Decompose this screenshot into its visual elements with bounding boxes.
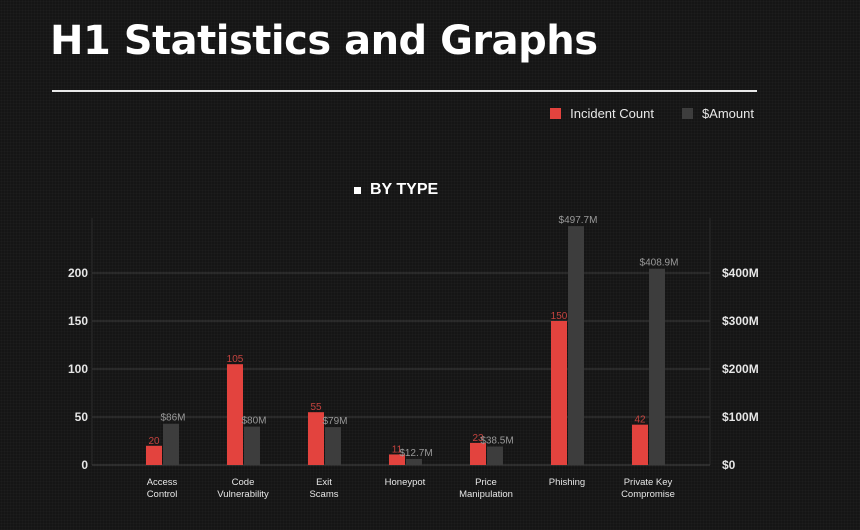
y-left-tick-label: 150 xyxy=(68,314,88,328)
bar-amount xyxy=(649,268,665,465)
bar-amount xyxy=(568,226,584,465)
x-tick-label: Scams xyxy=(309,489,338,500)
y-right-tick-label: $300M xyxy=(722,314,759,328)
x-tick-label: Compromise xyxy=(621,489,675,500)
data-label-incident-count: 23 xyxy=(472,433,484,444)
chart-title-text: BY TYPE xyxy=(370,181,439,198)
y-right-tick-label: $200M xyxy=(722,362,759,376)
bar-amount xyxy=(487,446,503,465)
y-left-tick-label: 0 xyxy=(81,458,88,472)
x-tick-label: Private Key xyxy=(624,477,673,488)
data-label-incident-count: 11 xyxy=(392,444,403,455)
x-tick-label: Code xyxy=(232,477,255,488)
y-right-tick-label: $400M xyxy=(722,266,759,280)
data-label-incident-count: 150 xyxy=(551,311,568,322)
bar-incident-count xyxy=(470,442,486,465)
bar-amount xyxy=(406,458,422,465)
legend-item-amount: $Amount xyxy=(681,106,754,121)
data-label-amount: $80M xyxy=(241,416,266,427)
x-tick-label: Manipulation xyxy=(459,489,513,500)
bar-amount xyxy=(244,426,260,465)
chart-legend: Incident Count $Amount xyxy=(550,106,754,121)
data-label-amount: $12.7M xyxy=(399,448,432,459)
x-tick-label: Access xyxy=(147,477,178,488)
y-right-tick-label: $100M xyxy=(722,410,759,424)
data-label-amount: $408.9M xyxy=(640,258,679,269)
data-label-incident-count: 20 xyxy=(148,436,160,447)
bar-incident-count xyxy=(146,445,162,465)
chart-title: BY TYPE xyxy=(354,181,438,199)
x-tick-label: Phishing xyxy=(549,477,585,488)
bar-incident-count xyxy=(632,424,648,465)
title-divider xyxy=(52,90,757,92)
data-label-incident-count: 42 xyxy=(634,415,646,426)
bar-incident-count xyxy=(389,454,405,465)
y-left-tick-label: 100 xyxy=(68,362,88,376)
x-tick-label: Price xyxy=(475,477,497,488)
x-tick-label: Control xyxy=(147,489,178,500)
data-label-amount: $86M xyxy=(160,413,185,424)
data-label-amount: $79M xyxy=(322,416,347,427)
chart-title-bullet xyxy=(354,186,361,194)
legend-swatch-incident-count xyxy=(550,108,562,119)
legend-label-amount: $Amount xyxy=(701,106,754,121)
x-tick-label: Exit xyxy=(316,477,332,488)
y-right-tick-label: $0 xyxy=(722,458,736,472)
bar-amount xyxy=(325,427,341,465)
bar-incident-count xyxy=(227,364,243,465)
y-left-tick-label: 50 xyxy=(75,410,89,424)
data-label-amount: $38.5M xyxy=(480,436,513,447)
data-label-incident-count: 105 xyxy=(227,354,244,365)
data-label-amount: $497.7M xyxy=(559,215,598,226)
data-label-incident-count: 55 xyxy=(310,402,322,413)
legend-label-incident-count: Incident Count xyxy=(570,106,654,121)
page-title: H1 Statistics and Graphs xyxy=(50,18,598,64)
bar-incident-count xyxy=(308,412,324,465)
bar-incident-count xyxy=(551,321,567,465)
y-left-tick-label: 200 xyxy=(68,266,88,280)
legend-swatch-amount xyxy=(681,108,693,119)
x-tick-label: Vulnerability xyxy=(217,489,269,500)
x-tick-label: Honeypot xyxy=(385,477,426,488)
legend-item-incident-count: Incident Count xyxy=(550,106,654,121)
bar-amount xyxy=(163,423,179,465)
